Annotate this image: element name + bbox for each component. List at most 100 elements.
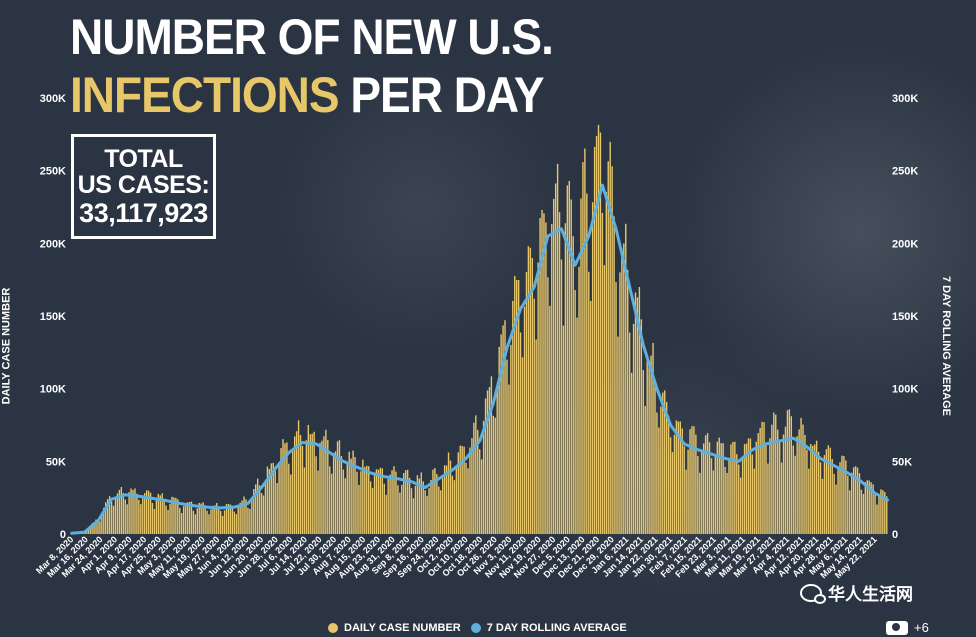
daily-bar xyxy=(188,502,191,534)
daily-bar xyxy=(564,223,567,535)
daily-bar xyxy=(358,484,360,534)
daily-bar xyxy=(654,381,656,534)
daily-bar xyxy=(646,354,648,534)
total-cases-value: 33,117,923 xyxy=(79,197,208,228)
daily-bar xyxy=(432,469,434,534)
daily-bar xyxy=(422,481,424,534)
daily-bar xyxy=(406,469,409,534)
daily-bar xyxy=(656,412,658,534)
daily-bar xyxy=(508,384,510,534)
daily-bar xyxy=(488,387,491,534)
daily-bar xyxy=(360,471,362,534)
daily-bar xyxy=(362,459,364,534)
daily-bar xyxy=(636,297,639,534)
daily-bar xyxy=(858,473,861,534)
daily-bar xyxy=(307,424,310,534)
daily-bar xyxy=(726,472,728,534)
daily-bar xyxy=(70,533,72,534)
daily-bar xyxy=(369,481,372,534)
daily-bar xyxy=(108,496,111,534)
daily-bar xyxy=(786,410,789,534)
y-tick-label-left: 200K xyxy=(40,238,66,250)
daily-bar xyxy=(613,216,615,534)
daily-bar xyxy=(603,265,606,534)
daily-bar xyxy=(225,504,228,534)
daily-bar xyxy=(122,493,124,534)
daily-bar xyxy=(418,478,421,534)
daily-bar xyxy=(278,462,280,534)
daily-bar xyxy=(837,469,839,534)
daily-bar xyxy=(800,417,802,534)
daily-bar xyxy=(751,454,754,534)
daily-bar xyxy=(681,428,683,534)
daily-bar xyxy=(233,511,235,534)
daily-bar xyxy=(856,467,859,534)
daily-bar xyxy=(389,474,391,534)
daily-bar xyxy=(479,449,481,534)
daily-bar xyxy=(484,398,487,534)
daily-bar xyxy=(451,475,454,534)
daily-bar xyxy=(138,499,140,534)
gallery-button[interactable]: +6 xyxy=(886,620,929,635)
daily-bar xyxy=(99,521,101,534)
daily-bar xyxy=(344,478,347,534)
total-cases-box: TOTAL US CASES: 33,117,923 xyxy=(71,134,216,239)
daily-bar xyxy=(712,470,715,534)
daily-bar xyxy=(348,451,350,534)
daily-bar xyxy=(171,496,173,534)
daily-bar xyxy=(689,429,691,534)
daily-bar xyxy=(218,507,220,534)
daily-bar xyxy=(235,514,237,534)
daily-bar xyxy=(397,485,399,534)
daily-bar xyxy=(851,472,853,534)
daily-bar xyxy=(221,515,224,534)
daily-bar xyxy=(367,466,370,534)
watermark: 华人生活网 xyxy=(800,580,913,605)
daily-bar xyxy=(716,441,719,534)
daily-bar xyxy=(771,424,773,534)
daily-bar xyxy=(440,490,442,534)
daily-bar xyxy=(282,439,284,534)
daily-bar xyxy=(338,440,341,534)
daily-bar xyxy=(381,468,384,534)
daily-bar xyxy=(157,493,160,534)
daily-bar xyxy=(543,213,545,534)
daily-bar xyxy=(884,492,886,534)
daily-bar xyxy=(426,495,428,534)
daily-bar xyxy=(806,449,808,534)
daily-bar xyxy=(212,506,214,534)
daily-bar xyxy=(169,503,171,534)
daily-bar xyxy=(463,446,465,534)
daily-bar xyxy=(677,421,680,534)
daily-bar xyxy=(438,486,440,534)
daily-bar xyxy=(165,505,167,534)
daily-bar xyxy=(749,438,752,534)
daily-bar xyxy=(607,161,609,534)
daily-bar xyxy=(393,466,395,534)
legend-label-daily: DAILY CASE NUMBER xyxy=(344,622,461,634)
wechat-icon xyxy=(800,583,826,604)
daily-bar xyxy=(241,500,243,534)
daily-bar xyxy=(159,495,161,534)
daily-bar xyxy=(841,455,843,534)
daily-bar xyxy=(697,456,699,534)
daily-bar xyxy=(519,332,522,534)
daily-bar xyxy=(112,505,115,534)
daily-bar xyxy=(346,461,348,534)
legend-dot-average xyxy=(470,623,481,633)
daily-bar xyxy=(825,449,828,534)
daily-bar xyxy=(640,319,643,534)
daily-bar xyxy=(500,334,502,534)
daily-bar xyxy=(866,480,868,534)
daily-bar xyxy=(615,282,617,534)
camera-icon xyxy=(886,620,908,635)
daily-bar xyxy=(366,465,368,534)
daily-bar xyxy=(845,460,847,534)
daily-bar xyxy=(85,531,87,534)
y-axis-left: 0 50K 100K 150K 200K 250K 300K xyxy=(40,93,66,541)
daily-bar xyxy=(531,258,533,534)
daily-bar xyxy=(852,467,855,534)
daily-bar xyxy=(256,478,259,534)
daily-bar xyxy=(293,436,296,534)
daily-bar xyxy=(177,499,179,534)
